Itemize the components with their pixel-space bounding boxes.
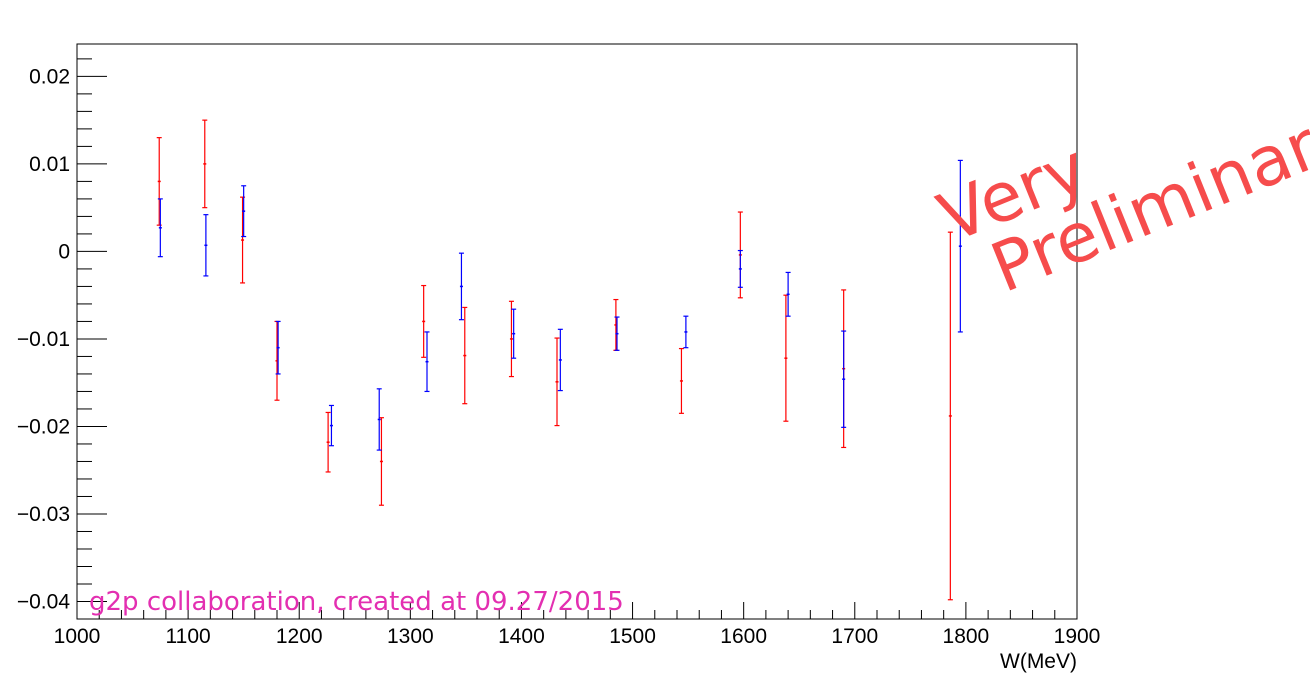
data-point (678, 347, 684, 414)
plot-frame (76, 43, 1078, 620)
data-point (785, 271, 791, 317)
data-point (424, 331, 430, 393)
data-point (508, 300, 514, 378)
data-point (156, 137, 162, 226)
x-tick-label: 1000 (54, 625, 101, 648)
data-point (957, 159, 963, 333)
x-tick-label: 1500 (609, 625, 656, 648)
x-tick-label: 1700 (831, 625, 878, 648)
x-axis-title: W(MeV) (1000, 650, 1077, 673)
data-point (683, 315, 689, 349)
y-tick-label: 0.01 (29, 153, 70, 176)
data-marks (156, 119, 963, 601)
data-point (462, 306, 468, 405)
data-point (157, 198, 163, 258)
x-tick-label: 1800 (943, 625, 990, 648)
data-point (240, 196, 246, 284)
data-point (458, 252, 464, 321)
y-tick-label: −0.03 (17, 503, 70, 526)
data-point (421, 284, 427, 358)
data-point (325, 411, 331, 473)
y-tick-label: −0.02 (17, 415, 70, 438)
data-point (376, 388, 382, 451)
x-tick-label: 1100 (166, 625, 211, 648)
data-point (275, 320, 281, 375)
data-point (614, 316, 620, 351)
y-tick-label: 0 (58, 240, 70, 263)
data-point (554, 337, 560, 427)
data-point (557, 328, 563, 392)
data-point (202, 119, 208, 209)
series-2 (157, 159, 963, 451)
data-point (947, 231, 953, 601)
y-tick-label: 0.02 (29, 65, 70, 88)
data-point (328, 404, 334, 447)
watermark: Very Preliminary (928, 92, 1310, 309)
data-point (511, 308, 517, 359)
axes: 1000 1100 1200 1300 1400 1500 1600 1700 1800 1900… (17, 43, 1101, 648)
x-tick-label: 1200 (276, 625, 323, 648)
series-1 (156, 119, 953, 601)
data-point (737, 249, 743, 288)
data-point (613, 298, 619, 351)
x-tick-label: 1600 (720, 625, 767, 648)
x-tick-label: 1900 (1054, 625, 1101, 648)
data-point (274, 320, 280, 401)
y-tick-label: −0.04 (17, 590, 70, 613)
x-tick-label: 1400 (498, 625, 545, 648)
data-point (841, 330, 847, 428)
credit-annotation: g2p collaboration, created at 09.27/2015 (89, 587, 624, 617)
data-point (241, 185, 247, 238)
data-point (203, 214, 209, 277)
y-tick-label: −0.01 (17, 328, 70, 351)
x-tick-label: 1300 (387, 625, 434, 648)
